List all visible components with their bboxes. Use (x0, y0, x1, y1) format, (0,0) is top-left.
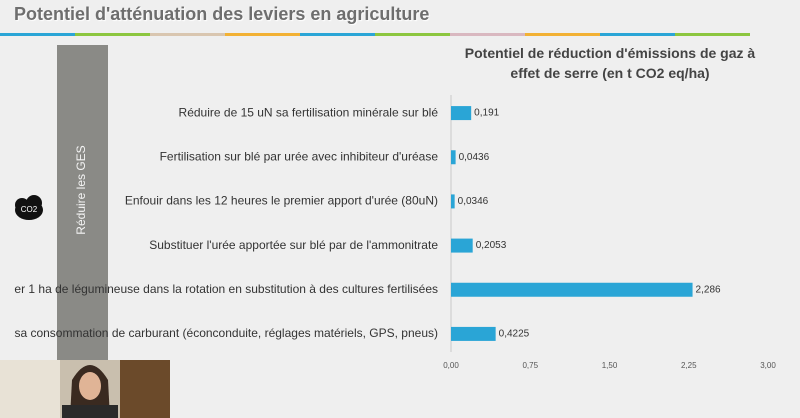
x-tick-label: 0,00 (443, 361, 459, 370)
side-band (57, 45, 108, 418)
page-title: Potentiel d'atténuation des leviers en a… (14, 4, 430, 24)
x-tick-label: 2,25 (681, 361, 697, 370)
bar (451, 150, 456, 165)
value-label: 2,286 (696, 284, 721, 295)
x-tick-label: 1,50 (602, 361, 618, 370)
bar (451, 326, 496, 341)
bar (451, 282, 693, 297)
co2-icon: CO2 (15, 195, 43, 220)
webcam (0, 360, 170, 418)
category-label: sa consommation de carburant (éconcondui… (14, 326, 438, 340)
x-tick-label: 0,75 (522, 361, 538, 370)
bar (451, 106, 472, 121)
category-label: Enfouir dans les 12 heures le premier ap… (125, 194, 438, 208)
category-label: Substituer l'urée apportée sur blé par d… (149, 238, 438, 252)
value-label: 0,191 (474, 108, 499, 119)
x-tick-label: 3,00 (760, 361, 776, 370)
category-label: Réduire de 15 uN sa fertilisation minéra… (179, 105, 439, 119)
value-label: 0,4225 (499, 329, 530, 340)
icon-label: CO2 (21, 205, 38, 214)
value-label: 0,0436 (459, 152, 490, 163)
value-label: 0,2053 (476, 240, 507, 251)
side-label: Réduire les GES (74, 145, 88, 234)
bar (451, 238, 473, 253)
category-label: er 1 ha de légumineuse dans la rotation … (14, 282, 438, 296)
bar (451, 194, 455, 209)
chart-title: Potentiel de réduction d'émissions de ga… (464, 45, 756, 81)
category-label: Fertilisation sur blé par urée avec inhi… (160, 149, 439, 163)
value-label: 0,0346 (458, 196, 489, 207)
color-stripe (0, 33, 750, 36)
